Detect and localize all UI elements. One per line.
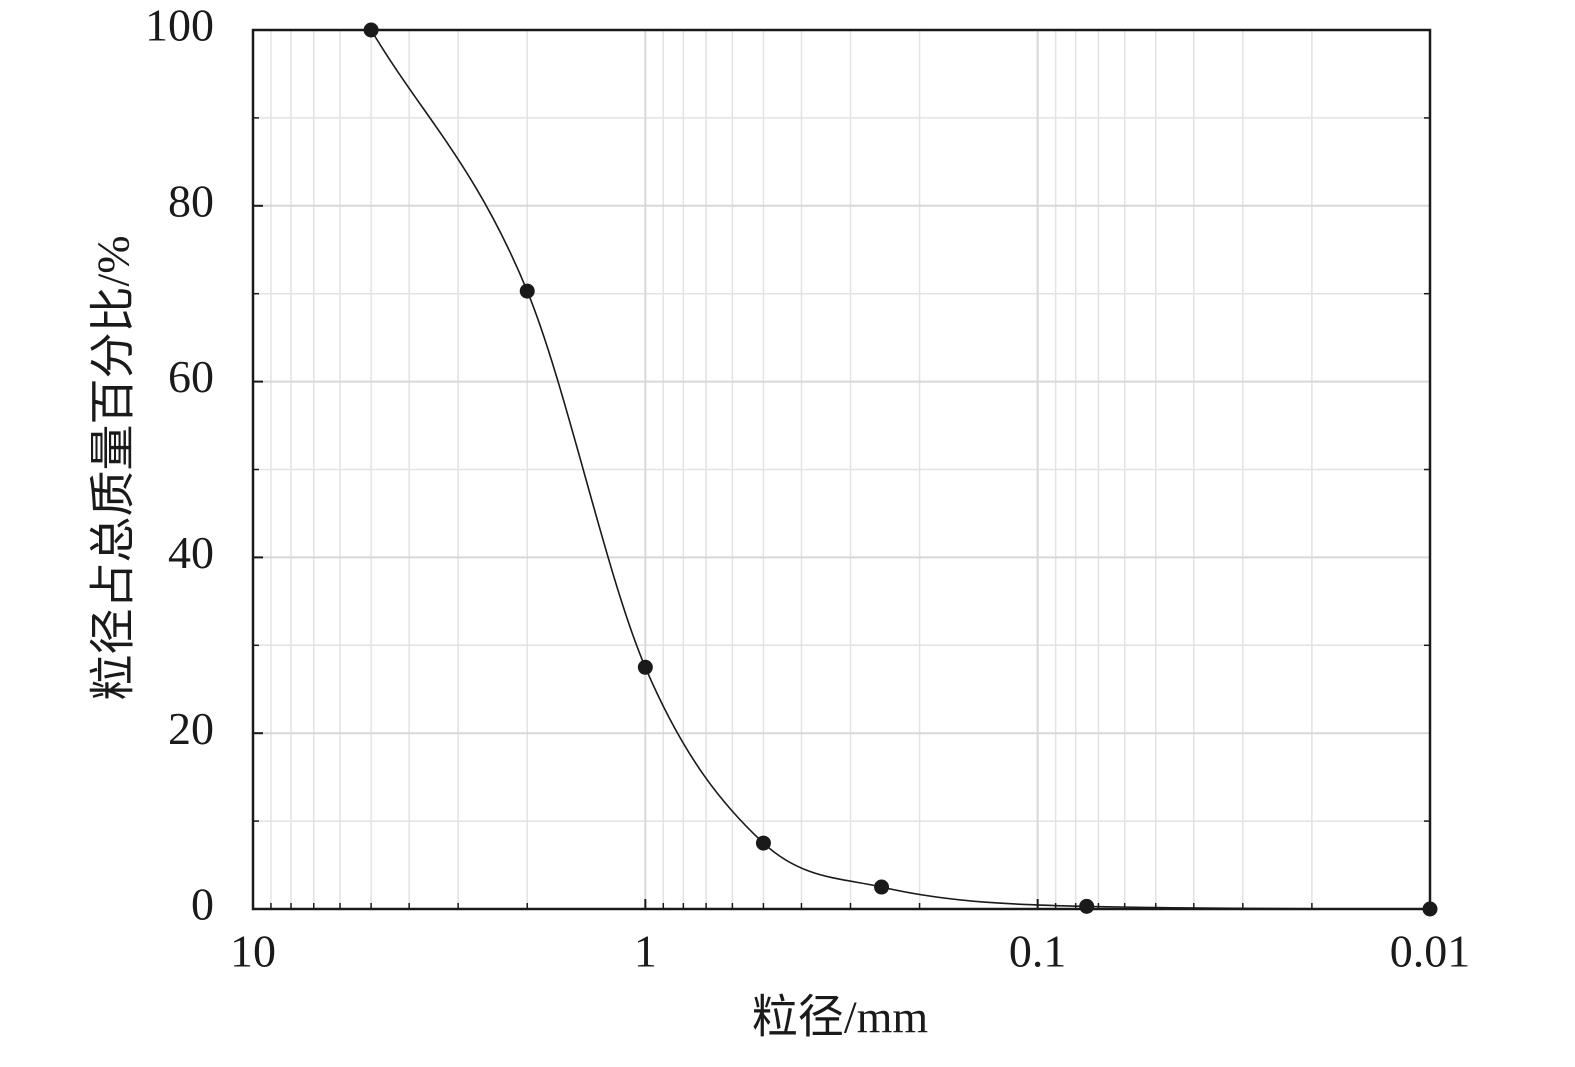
y-tick-label: 80	[168, 175, 214, 226]
x-tick-label: 0.1	[1009, 926, 1067, 977]
data-point	[755, 835, 771, 851]
x-axis-label: 粒径/mm	[752, 992, 929, 1043]
y-tick-label: 60	[168, 351, 214, 402]
y-tick-label: 20	[168, 703, 214, 754]
y-tick-label: 100	[145, 0, 214, 51]
y-axis-label: 粒径占总质量百分比/%	[88, 235, 139, 700]
data-point	[637, 659, 653, 675]
data-line	[370, 29, 1431, 910]
plot-frame	[251, 28, 1432, 911]
y-tick-label: 0	[191, 879, 214, 930]
x-tick-label: 0.01	[1390, 926, 1471, 977]
labels: 10 1 0.1 0.01 0 20 40 60 80 100	[145, 0, 1470, 977]
x-tick-label: 1	[634, 926, 657, 977]
x-tick-label: 10	[230, 926, 276, 977]
data-point	[519, 283, 535, 299]
data-point	[874, 879, 890, 895]
y-tick-label: 40	[168, 527, 214, 578]
data-point	[1079, 898, 1095, 914]
grid	[252, 29, 1431, 910]
